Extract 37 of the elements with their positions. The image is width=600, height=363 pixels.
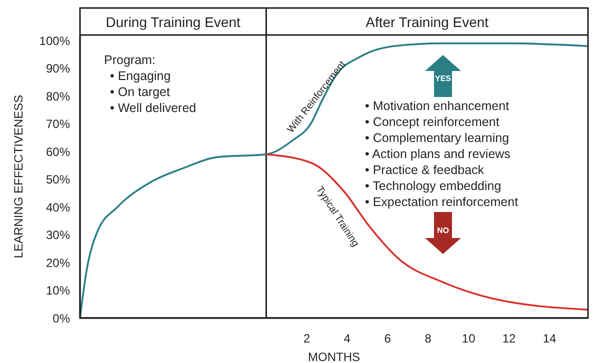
y-tick-label: 40% [46, 200, 70, 214]
y-tick-label: 30% [46, 228, 70, 242]
y-tick-label: 90% [46, 62, 70, 76]
x-tick-label: 6 [384, 332, 392, 346]
y-axis-title: LEARNING EFFECTIVENESS [11, 94, 26, 258]
y-tick-label: 80% [46, 89, 70, 104]
annotation: • Motivation enhancement [365, 99, 510, 113]
annotation: • On target [110, 85, 170, 99]
annotation: Program: [104, 53, 156, 67]
x-tick-label: 4 [344, 332, 351, 346]
annotation: • Concept reinforcement [365, 115, 500, 129]
text: During Training Event [106, 14, 241, 30]
annotation: • Expectation reinforcement [365, 195, 519, 209]
annotation: NO [437, 226, 449, 235]
y-tick-label: 60% [46, 144, 70, 159]
x-tick-label: 14 [542, 332, 557, 346]
x-tick-label: 2 [303, 332, 310, 346]
annotation: • Well delivered [110, 101, 196, 115]
x-tick-label: 8 [424, 332, 432, 346]
annotation: YES [434, 74, 452, 83]
x-axis-title: MONTHS [308, 350, 360, 363]
y-tick-label: 20% [46, 256, 70, 270]
y-tick-label: 50% [46, 172, 70, 187]
annotation: • Complementary learning [365, 131, 510, 145]
y-tick-label: 100% [39, 34, 70, 48]
x-tick-label: 10 [462, 332, 476, 346]
y-tick-label: 70% [46, 117, 70, 132]
annotation: • Practice & feedback [365, 163, 485, 177]
annotation: • Action plans and reviews [365, 147, 510, 161]
annotation: • Engaging [110, 69, 171, 83]
up-arrow-icon: YES [425, 55, 461, 97]
annotation: • Technology embedding [365, 179, 502, 193]
x-tick-label: 12 [502, 332, 516, 346]
y-tick-label: 10% [46, 284, 70, 298]
down-arrow-icon: NO [425, 212, 461, 254]
text: After Training Event [366, 14, 489, 30]
y-tick-label: 0% [52, 311, 70, 326]
